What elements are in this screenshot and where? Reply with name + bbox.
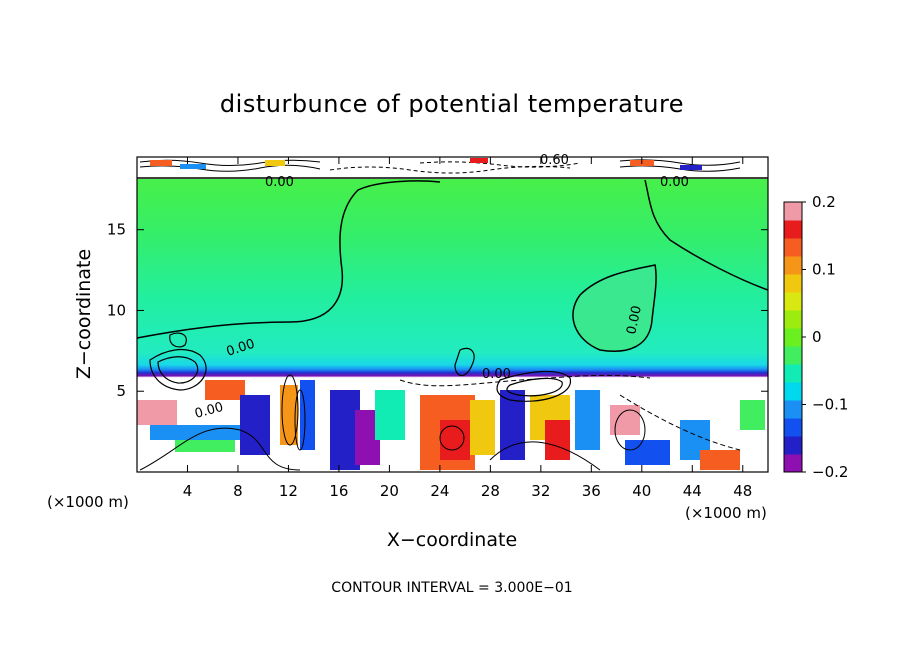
colorbar-swatch — [784, 382, 802, 401]
x-unit-right: (×1000 m) — [685, 504, 767, 522]
colorbar-swatch — [784, 328, 802, 347]
x-tick-label: 32 — [531, 482, 550, 500]
x-tick-label: 28 — [481, 482, 500, 500]
y-axis-ticks: 5 10 15 — [107, 221, 768, 400]
x-axis-label: X−coordinate — [387, 529, 517, 551]
x-tick-label: 20 — [380, 482, 399, 500]
y-tick-label: 15 — [107, 221, 126, 239]
colorbar-swatch — [784, 310, 802, 329]
cloud-edge-contours — [149, 332, 571, 402]
zero-contour-right — [644, 179, 768, 291]
colorbar-swatch — [784, 418, 802, 437]
contour-interval-note: CONTOUR INTERVAL = 3.000E−01 — [331, 580, 572, 596]
contour-label: 0.00 — [660, 175, 689, 190]
colorbar-tick-label: 0.2 — [812, 193, 836, 211]
top-boundary-contours — [137, 159, 768, 179]
colorbar-swatch — [784, 256, 802, 275]
colorbar-swatch — [784, 274, 802, 293]
colorbar-swatch — [784, 364, 802, 383]
plot-area — [137, 157, 768, 472]
lower-contours — [139, 374, 741, 471]
x-tick-label: 4 — [183, 482, 193, 500]
colorbar-swatch — [784, 454, 802, 473]
chart-title: disturbunce of potential temperature — [220, 90, 684, 118]
top-boundary-band — [137, 157, 768, 179]
y-tick-label: 5 — [116, 382, 126, 400]
x-tick-label: 48 — [733, 482, 752, 500]
colorbar-ticks: 0.2 0.1 0 −0.1 −0.2 — [802, 193, 848, 481]
lower-turbulent-region — [137, 380, 765, 470]
zero-contour-loop — [572, 264, 657, 352]
colorbar-swatch — [784, 202, 802, 221]
contour-label: 0.60 — [540, 153, 569, 168]
x-tick-label: 36 — [582, 482, 601, 500]
colorbar-swatch — [784, 400, 802, 419]
x-tick-label: 16 — [329, 482, 348, 500]
contour-label: 0.00 — [265, 175, 294, 190]
contour-label: 0.00 — [482, 367, 511, 382]
x-tick-label: 24 — [430, 482, 449, 500]
y-tick-label: 10 — [107, 301, 126, 319]
colorbar-tick-label: 0.1 — [812, 261, 836, 279]
colorbar — [784, 202, 802, 473]
colorbar-swatch — [784, 238, 802, 257]
y-axis-label: Z−coordinate — [73, 249, 95, 379]
x-axis-ticks: 4 8 12 16 20 24 28 32 36 40 44 48 — [183, 157, 752, 500]
x-tick-label: 8 — [233, 482, 243, 500]
plot-frame — [136, 156, 769, 473]
x-tick-label: 44 — [683, 482, 702, 500]
x-tick-label: 12 — [279, 482, 298, 500]
colorbar-swatch — [784, 292, 802, 311]
x-tick-label: 40 — [632, 482, 651, 500]
colorbar-swatch — [784, 220, 802, 239]
colorbar-tick-label: −0.2 — [812, 463, 848, 481]
zero-contour-left — [137, 180, 441, 339]
x-unit-left: (×1000 m) — [47, 493, 129, 511]
contour-label: 0.00 — [193, 400, 225, 422]
colorbar-tick-label: 0 — [812, 328, 822, 346]
colorbar-tick-label: −0.1 — [812, 396, 848, 414]
colorbar-swatch — [784, 346, 802, 365]
contour-label: 0.00 — [624, 304, 645, 335]
colorbar-swatch — [784, 436, 802, 455]
